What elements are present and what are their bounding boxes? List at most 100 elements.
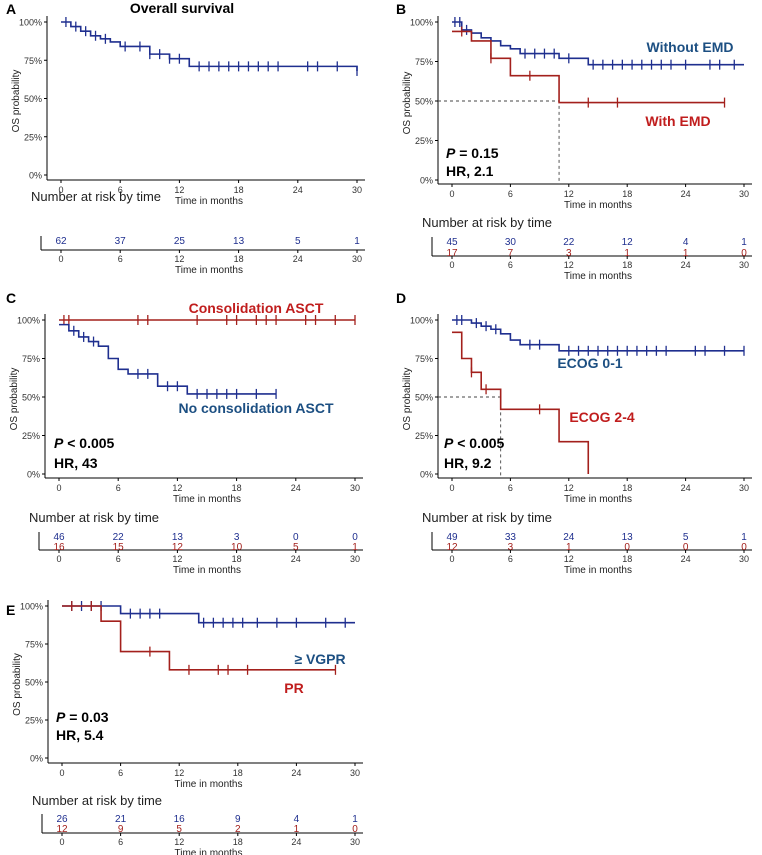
risk-count-red: 0 — [741, 248, 747, 259]
risk-count-blue: 13 — [172, 532, 184, 543]
risk-count-blue: 22 — [113, 532, 125, 543]
series-label: ECOG 2-4 — [569, 409, 635, 425]
risk-count-red: 1 — [683, 248, 689, 259]
risk-count-blue: 62 — [55, 236, 67, 247]
x-axis-label: Time in months — [173, 494, 241, 505]
x-tick-label: 30 — [350, 768, 360, 778]
panel-letter: D — [396, 290, 406, 306]
survival-curve-red — [62, 605, 336, 671]
risk-count-blue: 1 — [354, 236, 360, 247]
survival-curve-red — [452, 30, 725, 104]
risk-count-red: 16 — [53, 542, 65, 553]
y-tick-label: 0% — [420, 470, 433, 480]
series-label: With EMD — [645, 113, 710, 129]
risk-count-blue: 24 — [563, 532, 575, 543]
risk-count-blue: 13 — [622, 532, 634, 543]
risk-count-blue: 13 — [233, 236, 245, 247]
risk-count-red: 3 — [508, 542, 514, 553]
risk-count-blue: 26 — [56, 814, 68, 825]
x-axis-label: Time in months — [564, 494, 632, 505]
x-tick-label: 30 — [352, 185, 362, 195]
x-tick-label: 30 — [739, 189, 749, 199]
series-label: Consolidation ASCT — [189, 300, 324, 316]
risk-count-red: 0 — [624, 542, 630, 553]
x-axis-label: Time in months — [175, 779, 243, 790]
risk-x-tick-label: 24 — [293, 254, 303, 264]
y-tick-label: 50% — [415, 393, 433, 403]
risk-count-red: 5 — [293, 542, 299, 553]
series-label: ECOG 0-1 — [557, 355, 623, 371]
risk-count-blue: 3 — [234, 532, 240, 543]
survival-curve-blue — [452, 21, 744, 66]
risk-count-blue: 25 — [174, 236, 186, 247]
y-tick-label: 75% — [22, 354, 40, 364]
x-tick-label: 6 — [118, 768, 123, 778]
hazard-ratio: HR, 5.4 — [56, 727, 104, 743]
risk-count-blue: 33 — [505, 532, 517, 543]
series-label: PR — [284, 680, 303, 696]
x-tick-label: 12 — [564, 189, 574, 199]
series-label: Without EMD — [647, 39, 734, 55]
x-tick-label: 12 — [564, 483, 574, 493]
risk-count-blue: 21 — [115, 814, 127, 825]
risk-x-tick-label: 18 — [232, 554, 242, 564]
x-tick-label: 12 — [174, 768, 184, 778]
risk-count-blue: 12 — [622, 237, 634, 248]
y-tick-label: 100% — [410, 18, 433, 28]
risk-x-tick-label: 18 — [622, 554, 632, 564]
x-tick-label: 0 — [449, 483, 454, 493]
risk-table-header: Number at risk by time — [31, 189, 161, 204]
risk-count-blue: 30 — [505, 237, 517, 248]
x-axis-label: Time in months — [175, 196, 243, 207]
x-axis-label: Time in months — [564, 200, 632, 211]
risk-x-tick-label: 12 — [564, 260, 574, 270]
y-tick-label: 75% — [415, 57, 433, 67]
panel-letter: E — [6, 602, 15, 618]
risk-x-tick-label: 0 — [58, 254, 63, 264]
x-tick-label: 24 — [291, 483, 301, 493]
y-tick-label: 0% — [420, 176, 433, 186]
risk-x-tick-label: 18 — [622, 260, 632, 270]
survival-curve-red — [452, 331, 590, 474]
risk-count-red: 5 — [176, 824, 182, 835]
y-tick-label: 25% — [25, 716, 43, 726]
y-axis-label: OS probability — [12, 653, 23, 716]
x-tick-label: 12 — [172, 483, 182, 493]
y-axis-label: OS probability — [9, 368, 20, 431]
risk-x-tick-label: 6 — [118, 837, 123, 847]
y-tick-label: 100% — [410, 316, 433, 326]
x-tick-label: 18 — [622, 483, 632, 493]
risk-count-blue: 5 — [683, 532, 689, 543]
risk-count-blue: 1 — [741, 237, 747, 248]
risk-table-header: Number at risk by time — [422, 215, 552, 230]
x-tick-label: 24 — [681, 189, 691, 199]
risk-x-tick-label: 12 — [564, 554, 574, 564]
risk-count-blue: 4 — [294, 814, 300, 825]
x-tick-label: 18 — [232, 483, 242, 493]
risk-count-red: 12 — [172, 542, 184, 553]
series-label: ≥ VGPR — [294, 651, 345, 667]
risk-x-tick-label: 18 — [233, 837, 243, 847]
risk-count-blue: 1 — [741, 532, 747, 543]
risk-x-axis-label: Time in months — [173, 565, 241, 576]
risk-count-red: 15 — [113, 542, 125, 553]
risk-count-blue: 46 — [53, 532, 65, 543]
risk-x-tick-label: 24 — [681, 554, 691, 564]
x-tick-label: 0 — [58, 185, 63, 195]
x-tick-label: 0 — [449, 189, 454, 199]
risk-table-header: Number at risk by time — [29, 510, 159, 525]
survival-curve-blue — [59, 323, 277, 395]
risk-count-blue: 22 — [563, 237, 575, 248]
y-tick-label: 100% — [19, 18, 42, 28]
y-tick-label: 50% — [22, 393, 40, 403]
y-tick-label: 50% — [25, 678, 43, 688]
hazard-ratio: HR, 2.1 — [446, 163, 494, 179]
risk-x-tick-label: 18 — [234, 254, 244, 264]
x-tick-label: 6 — [508, 189, 513, 199]
risk-table: Number at risk by time 62 37 25 13 5 1 0 6 12 18 24… — [31, 189, 365, 276]
y-tick-label: 0% — [27, 470, 40, 480]
risk-x-axis-label: Time in months — [564, 565, 632, 576]
